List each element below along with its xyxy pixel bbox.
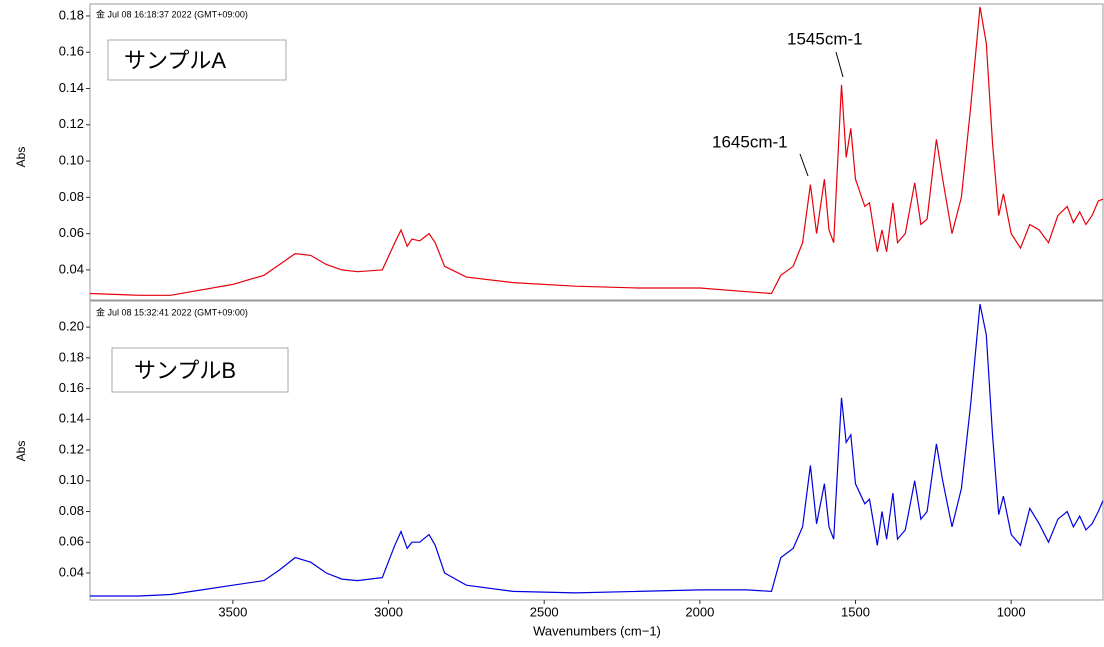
timestamp: 金 Jul 08 15:32:41 2022 (GMT+09:00) — [96, 306, 248, 317]
y-tick-label: 0.04 — [59, 261, 84, 276]
x-tick-label: 2000 — [685, 604, 714, 619]
annotation-leader — [835, 51, 844, 78]
y-axis-label: Abs — [14, 147, 28, 168]
x-tick-label: 3500 — [218, 604, 247, 619]
x-tick-label: 3000 — [374, 604, 403, 619]
y-tick-label: 0.16 — [59, 380, 84, 395]
y-tick-label: 0.18 — [59, 349, 84, 364]
y-tick-label: 0.10 — [59, 472, 84, 487]
y-tick-label: 0.12 — [59, 116, 84, 131]
annotation-leader — [799, 153, 809, 177]
y-tick-label: 0.04 — [59, 564, 84, 579]
y-tick-label: 0.06 — [59, 225, 84, 240]
x-axis-label: Wavenumbers (cm−1) — [533, 623, 661, 638]
panel-frame — [89, 300, 1104, 601]
y-tick-label: 0.12 — [59, 441, 84, 456]
y-tick-label: 0.18 — [59, 7, 84, 22]
x-tick-label: 2500 — [530, 604, 559, 619]
x-tick-label: 1000 — [997, 604, 1026, 619]
y-tick-label: 0.08 — [59, 503, 84, 518]
x-tick-label: 1500 — [841, 604, 870, 619]
sample-label: サンプルA — [124, 48, 226, 73]
y-tick-label: 0.14 — [59, 80, 84, 95]
label-box — [107, 39, 287, 81]
y-axis-label: Abs — [14, 441, 28, 462]
y-tick-label: 0.06 — [59, 534, 84, 549]
sample-label: サンプルB — [134, 358, 236, 383]
label-box — [111, 347, 289, 393]
y-tick-label: 0.10 — [59, 153, 84, 168]
spectrum-line — [89, 6, 1104, 296]
panel-frame — [89, 3, 1104, 301]
y-tick-label: 0.16 — [59, 44, 84, 59]
y-tick-label: 0.20 — [59, 319, 84, 334]
annotation: 1645cm-1 — [712, 132, 788, 151]
annotation: 1545cm-1 — [787, 29, 863, 48]
timestamp: 金 Jul 08 16:18:37 2022 (GMT+09:00) — [96, 8, 248, 19]
y-tick-label: 0.14 — [59, 411, 84, 426]
spectrum-line — [90, 303, 1104, 597]
y-tick-label: 0.08 — [59, 189, 84, 204]
